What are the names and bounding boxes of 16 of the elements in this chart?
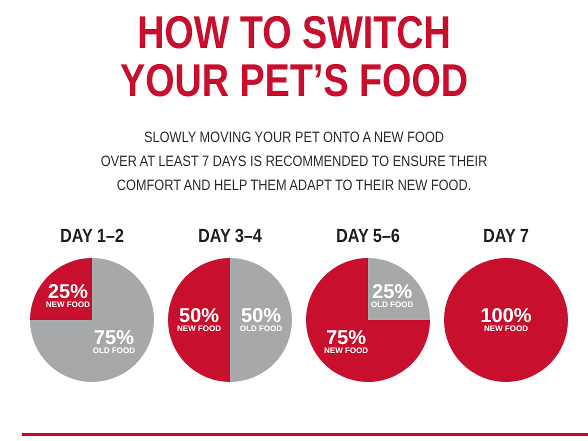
- slice-label: NEW FOOD: [177, 324, 222, 334]
- chart-title: DAY 7: [482, 226, 530, 248]
- slice-label: OLD FOOD: [92, 346, 136, 356]
- slice-label: NEW FOOD: [484, 324, 528, 334]
- data-label: 25%: [372, 280, 412, 303]
- data-label: 75%: [94, 326, 134, 349]
- slice-label: NEW FOOD: [324, 346, 368, 356]
- slice-label: OLD FOOD: [371, 300, 414, 310]
- text: HOW TO SWITCH YOUR PET’S FOOD: [119, 6, 469, 106]
- text: SLOWLY MOVING YOUR PET ONTO A NEW FOOD OVER AT LEAST 7 DAYS IS RECOMMENDED TO ENSURE THEIR COMFORT AND HELP THEM ADAPT TO THEIR NEW FOOD.: [100, 128, 488, 196]
- chart-title: DAY 5–6: [335, 226, 401, 248]
- slice-label: OLD FOOD: [240, 324, 282, 334]
- slice-label: NEW FOOD: [46, 300, 90, 310]
- data-label: 50%: [240, 305, 282, 327]
- chart-title: DAY 1–2: [59, 226, 125, 248]
- chart-title: DAY 3–4: [197, 226, 263, 248]
